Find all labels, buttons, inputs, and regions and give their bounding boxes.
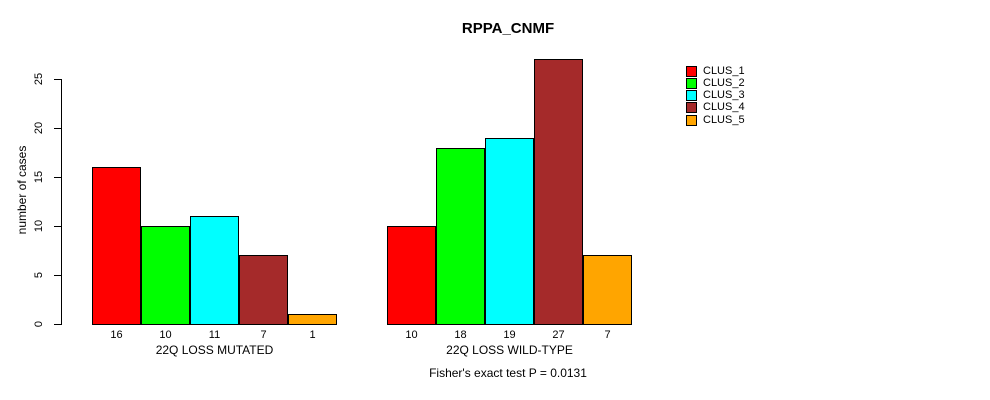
legend-item-label: CLUS_4 — [703, 101, 745, 114]
y-axis-tick-label: 5 — [33, 271, 45, 279]
bar-value-label: 16 — [110, 329, 123, 341]
chart-title: RPPA_CNMF — [461, 20, 555, 37]
legend-item-label: CLUS_3 — [703, 89, 745, 102]
bar-clus_2[interactable] — [141, 226, 190, 325]
bar-clus_1[interactable] — [387, 226, 436, 325]
legend-item-clus_1: CLUS_1 — [686, 65, 745, 77]
bar-clus_4[interactable] — [534, 59, 583, 325]
bar-clus_5[interactable] — [583, 255, 632, 325]
bar-value-label: 27 — [552, 329, 565, 341]
bar-value-label: 10 — [405, 329, 418, 341]
bar-value-label: 7 — [260, 329, 267, 341]
legend-swatch-icon — [686, 77, 697, 89]
bar-value-label: 7 — [604, 329, 611, 341]
bar-value-label: 19 — [503, 329, 516, 341]
legend-item-label: CLUS_1 — [703, 64, 745, 77]
y-axis-tick — [54, 79, 61, 80]
y-axis-tick — [54, 177, 61, 178]
y-axis-tick-label: 10 — [33, 219, 45, 233]
group-label: 22Q LOSS WILD-TYPE — [446, 343, 573, 357]
bar-clus_1[interactable] — [92, 167, 141, 325]
legend-item-label: CLUS_5 — [703, 113, 745, 126]
y-axis-tick-label: 0 — [33, 320, 45, 328]
fisher-test-note: Fisher's exact test P = 0.0131 — [429, 366, 587, 380]
legend-item-clus_2: CLUS_2 — [686, 77, 745, 89]
legend: CLUS_1 CLUS_2 CLUS_3 CLUS_4 CLUS_5 — [686, 65, 745, 126]
y-axis-tick — [54, 226, 61, 227]
bar-clus_3[interactable] — [485, 137, 534, 325]
y-axis-tick — [54, 324, 61, 325]
bar-clus_4[interactable] — [239, 255, 288, 325]
bar-value-label: 18 — [454, 329, 467, 341]
y-axis-tick-label: 20 — [33, 121, 45, 135]
y-axis-tick — [54, 128, 61, 129]
y-axis-line — [61, 79, 62, 325]
bar-clus_5[interactable] — [288, 314, 337, 325]
legend-swatch-icon — [686, 65, 697, 77]
bar-clus_3[interactable] — [190, 216, 239, 325]
legend-swatch-icon — [686, 114, 697, 126]
group-label: 22Q LOSS MUTATED — [155, 343, 274, 357]
legend-item-label: CLUS_2 — [703, 76, 745, 89]
y-axis-label: number of cases — [15, 145, 29, 235]
y-axis-tick-label: 15 — [33, 170, 45, 184]
bar-value-label: 10 — [159, 329, 172, 341]
bar-clus_2[interactable] — [436, 147, 485, 325]
legend-item-clus_3: CLUS_3 — [686, 90, 745, 102]
legend-item-clus_5: CLUS_5 — [686, 114, 745, 126]
legend-item-clus_4: CLUS_4 — [686, 102, 745, 114]
y-axis-tick — [54, 275, 61, 276]
y-axis-tick-label: 25 — [33, 72, 45, 86]
legend-swatch-icon — [686, 102, 697, 114]
bar-value-label: 1 — [309, 329, 316, 341]
bar-value-label: 11 — [208, 329, 221, 341]
legend-swatch-icon — [686, 90, 697, 102]
